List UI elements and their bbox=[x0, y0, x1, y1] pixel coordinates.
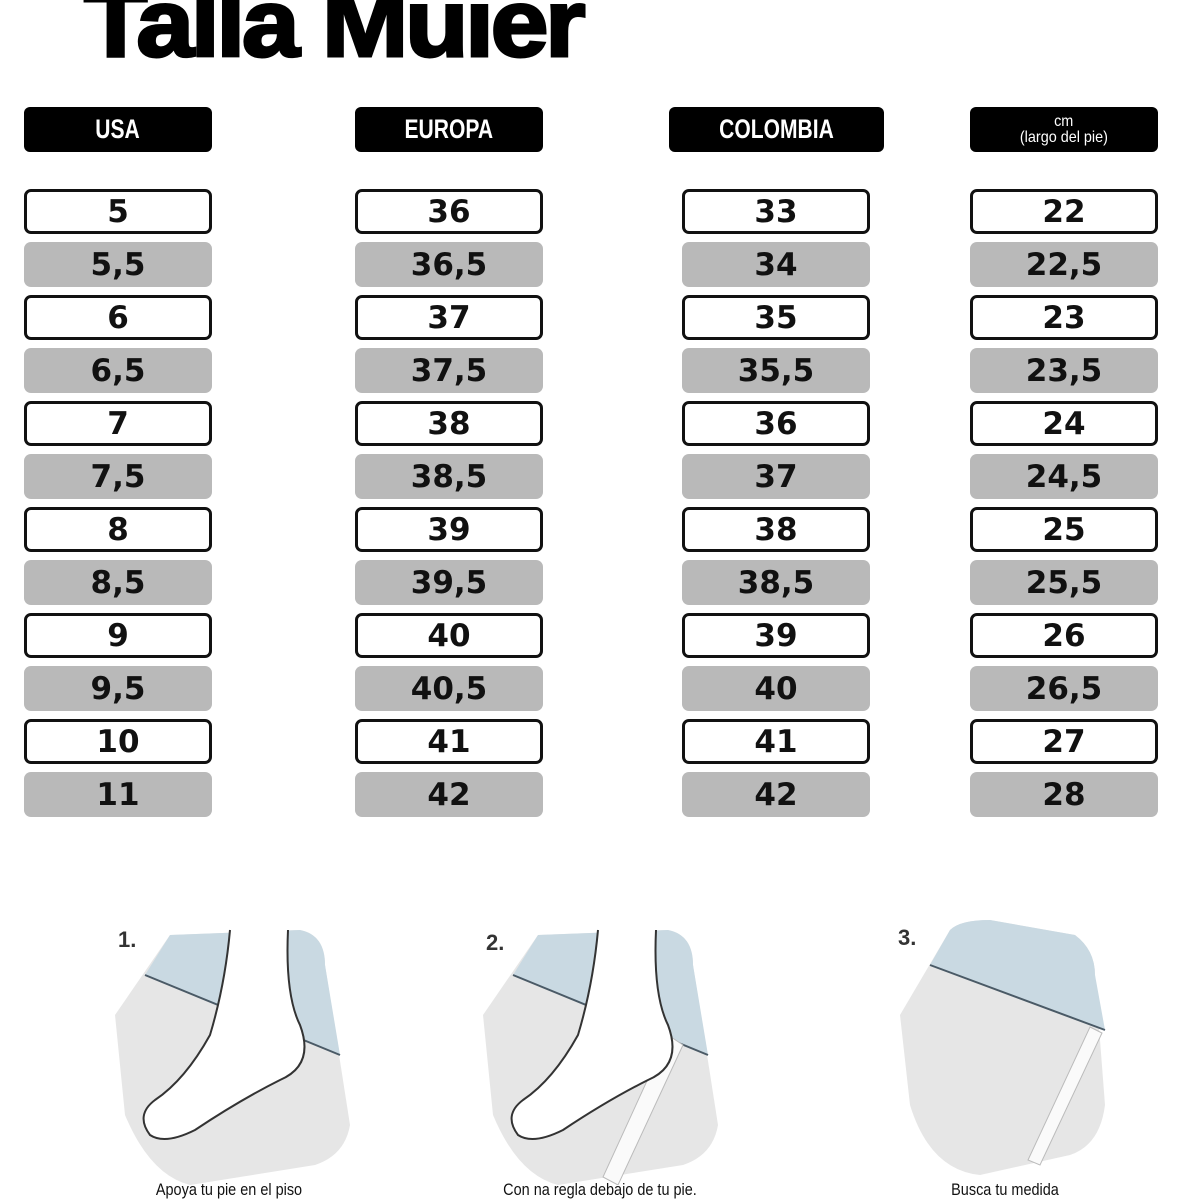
size-cell-cm: 22,5 bbox=[970, 242, 1158, 287]
step-3-caption: Busca tu medida bbox=[951, 1180, 1059, 1199]
size-cell-europa: 38 bbox=[355, 401, 543, 446]
step-1-caption: Apoya tu pie en el piso bbox=[155, 1180, 303, 1199]
step-2: 2. bbox=[468, 905, 748, 1200]
size-cell-europa: 40,5 bbox=[355, 666, 543, 711]
size-cell-europa: 41 bbox=[355, 719, 543, 764]
size-cell-colombia: 36 bbox=[682, 401, 870, 446]
header-colombia: COLOMBIA bbox=[669, 107, 884, 152]
header-europa: EUROPA bbox=[355, 107, 543, 152]
step-number: 3. bbox=[898, 925, 917, 950]
size-cell-usa: 8,5 bbox=[24, 560, 212, 605]
size-cell-usa: 5,5 bbox=[24, 242, 212, 287]
size-cell-europa: 37,5 bbox=[355, 348, 543, 393]
size-cell-europa: 39 bbox=[355, 507, 543, 552]
size-cell-colombia: 38,5 bbox=[682, 560, 870, 605]
size-cell-cm: 25,5 bbox=[970, 560, 1158, 605]
size-cell-usa: 7 bbox=[24, 401, 212, 446]
header-cm-unit: cm bbox=[1054, 112, 1074, 130]
size-cell-usa: 6 bbox=[24, 295, 212, 340]
foot-with-ruler-icon bbox=[483, 929, 718, 1185]
size-cell-usa: 10 bbox=[24, 719, 212, 764]
step-1: 1. bbox=[100, 905, 380, 1200]
size-cell-europa: 42 bbox=[355, 772, 543, 817]
size-cell-usa: 9,5 bbox=[24, 666, 212, 711]
size-cell-cm: 26,5 bbox=[970, 666, 1158, 711]
size-cell-colombia: 34 bbox=[682, 242, 870, 287]
header-europa-label: EUROPA bbox=[404, 114, 494, 144]
size-cell-colombia: 42 bbox=[682, 772, 870, 817]
size-cell-cm: 22 bbox=[970, 189, 1158, 234]
header-cm-desc: (largo del pie) bbox=[1019, 128, 1109, 146]
size-cell-colombia: 35 bbox=[682, 295, 870, 340]
size-cell-europa: 39,5 bbox=[355, 560, 543, 605]
size-cell-usa: 8 bbox=[24, 507, 212, 552]
size-cell-europa: 40 bbox=[355, 613, 543, 658]
header-usa: USA bbox=[24, 107, 212, 152]
size-cell-cm: 27 bbox=[970, 719, 1158, 764]
size-cell-usa: 6,5 bbox=[24, 348, 212, 393]
size-cell-cm: 28 bbox=[970, 772, 1158, 817]
size-cell-usa: 9 bbox=[24, 613, 212, 658]
size-cell-europa: 36,5 bbox=[355, 242, 543, 287]
size-cell-cm: 25 bbox=[970, 507, 1158, 552]
size-cell-colombia: 35,5 bbox=[682, 348, 870, 393]
size-cell-europa: 37 bbox=[355, 295, 543, 340]
size-cell-usa: 11 bbox=[24, 772, 212, 817]
size-cell-usa: 5 bbox=[24, 189, 212, 234]
step-3: 3. bbox=[890, 905, 1170, 1200]
header-usa-label: USA bbox=[95, 114, 141, 144]
size-cell-cm: 23 bbox=[970, 295, 1158, 340]
size-cell-colombia: 38 bbox=[682, 507, 870, 552]
foot-on-floor-icon bbox=[115, 929, 350, 1185]
header-colombia-label: COLOMBIA bbox=[719, 114, 834, 144]
size-cell-europa: 38,5 bbox=[355, 454, 543, 499]
header-cm: cm (largo del pie) bbox=[970, 107, 1158, 152]
size-cell-cm: 24 bbox=[970, 401, 1158, 446]
ruler-measure-icon bbox=[900, 920, 1106, 1175]
size-cell-colombia: 37 bbox=[682, 454, 870, 499]
step-number: 2. bbox=[486, 930, 505, 955]
page-title: Talla Muier bbox=[82, 0, 587, 77]
size-cell-colombia: 40 bbox=[682, 666, 870, 711]
size-cell-cm: 26 bbox=[970, 613, 1158, 658]
size-cell-colombia: 41 bbox=[682, 719, 870, 764]
size-cell-cm: 23,5 bbox=[970, 348, 1158, 393]
size-cell-cm: 24,5 bbox=[970, 454, 1158, 499]
step-number: 1. bbox=[118, 927, 137, 952]
step-2-caption: Con na regla debajo de tu pie. bbox=[503, 1180, 697, 1199]
size-cell-usa: 7,5 bbox=[24, 454, 212, 499]
size-cell-europa: 36 bbox=[355, 189, 543, 234]
size-cell-colombia: 39 bbox=[682, 613, 870, 658]
size-cell-colombia: 33 bbox=[682, 189, 870, 234]
